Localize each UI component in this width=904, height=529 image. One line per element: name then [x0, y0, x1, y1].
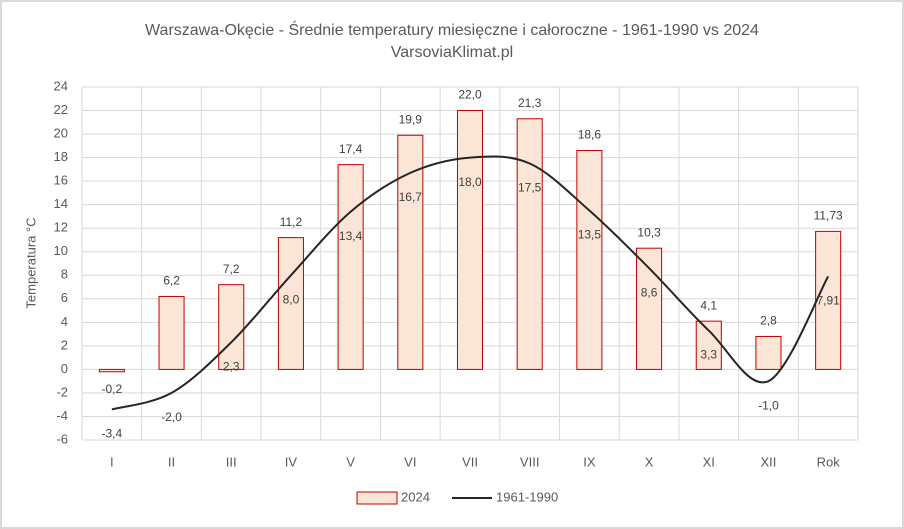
bar-value-label: 19,9	[399, 112, 423, 126]
line-series	[111, 155, 830, 411]
bar-value-label: 17,4	[339, 142, 363, 156]
y-tick-label: 20	[54, 126, 68, 141]
line-value-label: 2,3	[223, 360, 240, 374]
line-value-label: 16,7	[399, 190, 423, 204]
y-tick-label: 12	[54, 220, 68, 235]
y-tick-label: 14	[54, 196, 68, 211]
y-tick-label: -4	[56, 408, 68, 423]
y-tick-label: -2	[56, 384, 68, 399]
y-tick-label: 0	[61, 361, 68, 376]
bar	[98, 368, 125, 373]
x-tick-label: IX	[583, 454, 596, 469]
y-tick-label: -6	[56, 431, 68, 446]
bar	[218, 284, 245, 370]
bar-value-label: 22,0	[458, 88, 482, 102]
line-value-label: 3,3	[700, 348, 717, 362]
y-axis-label: Temperatura °C	[23, 217, 38, 308]
x-tick-label: II	[168, 454, 175, 469]
legend-label: 1961-1990	[496, 489, 558, 504]
bar	[576, 150, 603, 370]
line-value-label: 8,0	[283, 292, 300, 306]
x-tick-label: V	[346, 454, 355, 469]
y-tick-label: 22	[54, 102, 68, 117]
legend-swatch	[356, 491, 398, 505]
x-tick-label: VI	[404, 454, 416, 469]
y-tick-label: 16	[54, 173, 68, 188]
bar	[337, 164, 364, 370]
bar-value-label: 10,3	[637, 225, 661, 239]
bar-value-label: -0,2	[102, 382, 123, 396]
line-value-label: 17,5	[518, 181, 542, 195]
y-tick-label: 10	[54, 243, 68, 258]
line-value-label: 13,5	[578, 228, 602, 242]
x-tick-label: VII	[462, 454, 478, 469]
x-tick-label: Rok	[817, 454, 841, 469]
bar	[755, 335, 782, 370]
x-tick-label: X	[645, 454, 654, 469]
bar-value-label: 4,1	[700, 298, 717, 312]
chart-subtitle: VarsoviaKlimat.pl	[391, 44, 513, 61]
bar	[516, 118, 543, 370]
x-tick-label: I	[110, 454, 114, 469]
bar	[158, 295, 185, 370]
chart-title: Warszawa-Okęcie - Średnie temperatury mi…	[145, 20, 759, 39]
y-tick-label: 6	[61, 290, 68, 305]
bar	[397, 134, 424, 370]
y-tick-label: 2	[61, 337, 68, 352]
bar	[815, 230, 842, 370]
y-tick-label: 4	[61, 314, 68, 329]
line-value-label: 7,91	[816, 293, 840, 307]
line-value-label: -3,4	[102, 427, 123, 441]
x-tick-label: III	[226, 454, 237, 469]
bar-value-label: 11,73	[814, 209, 843, 223]
y-tick-label: 18	[54, 149, 68, 164]
bar	[636, 247, 663, 370]
x-tick-label: XI	[703, 454, 715, 469]
x-tick-label: VIII	[520, 454, 540, 469]
bar-value-label: 18,6	[578, 128, 602, 142]
y-tick-label: 8	[61, 267, 68, 282]
legend-label: 2024	[401, 489, 430, 504]
line-value-label: 13,4	[339, 229, 363, 243]
bar-value-label: 21,3	[518, 96, 542, 110]
line-value-label: 8,6	[641, 285, 658, 299]
bar-value-label: 6,2	[163, 274, 180, 288]
bar	[456, 110, 484, 370]
bar-value-label: 2,8	[760, 314, 777, 328]
bar-value-label: 7,2	[223, 262, 240, 276]
x-tick-label: XII	[761, 454, 777, 469]
line-value-label: -2,0	[161, 410, 182, 424]
x-tick-label: IV	[285, 454, 298, 469]
line-value-label: -1,0	[758, 398, 779, 412]
bar-value-label: 11,2	[280, 215, 303, 229]
y-tick-label: 24	[54, 78, 68, 93]
bar	[695, 320, 722, 370]
line-value-label: 18,0	[458, 175, 482, 189]
bar	[277, 237, 304, 370]
